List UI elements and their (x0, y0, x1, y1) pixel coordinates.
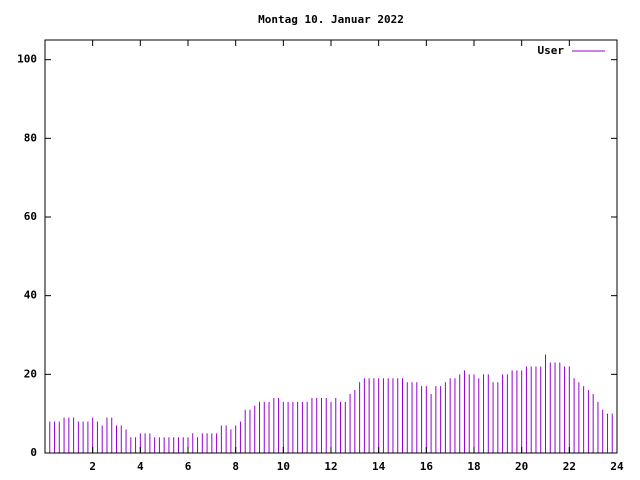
y-tick-label: 60 (24, 210, 37, 223)
x-tick-label: 16 (420, 460, 434, 473)
x-tick-label: 8 (232, 460, 239, 473)
y-tick-label: 0 (30, 446, 37, 459)
chart-title: Montag 10. Januar 2022 (258, 13, 404, 26)
x-tick-label: 20 (515, 460, 528, 473)
y-tick-label: 40 (24, 289, 37, 302)
x-tick-label: 12 (324, 460, 337, 473)
x-tick-label: 4 (137, 460, 144, 473)
x-tick-label: 14 (372, 460, 386, 473)
x-tick-label: 24 (610, 460, 624, 473)
y-tick-label: 20 (24, 367, 37, 380)
x-tick-label: 2 (89, 460, 96, 473)
y-tick-label: 80 (24, 131, 37, 144)
x-tick-label: 18 (467, 460, 480, 473)
legend-label: User (538, 44, 565, 57)
x-tick-label: 10 (277, 460, 290, 473)
x-tick-label: 6 (185, 460, 192, 473)
y-tick-label: 100 (17, 53, 37, 66)
x-tick-label: 22 (563, 460, 576, 473)
